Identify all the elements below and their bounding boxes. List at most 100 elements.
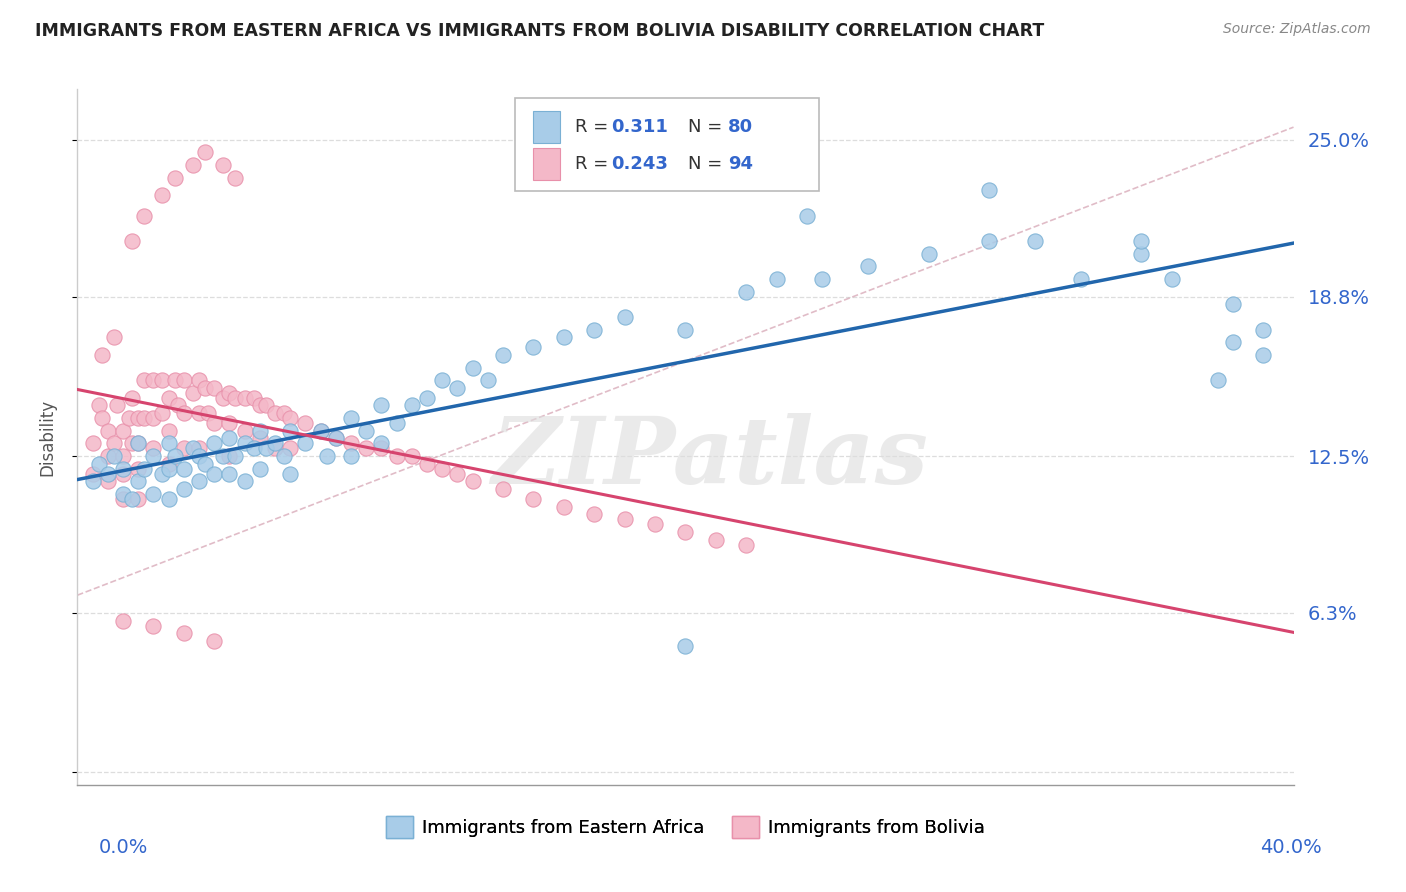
Point xyxy=(202,381,225,395)
Text: 80: 80 xyxy=(728,118,754,136)
Point xyxy=(97,424,120,438)
Point xyxy=(181,385,204,400)
Point xyxy=(273,406,295,420)
Point xyxy=(103,449,125,463)
Point xyxy=(401,399,423,413)
Point xyxy=(202,633,225,648)
Point xyxy=(212,449,235,463)
Point xyxy=(613,512,636,526)
Point xyxy=(127,491,149,506)
Point xyxy=(370,399,392,413)
Y-axis label: Disability: Disability xyxy=(38,399,56,475)
Point xyxy=(103,330,125,344)
Point xyxy=(111,424,134,438)
Point xyxy=(105,399,128,413)
Point xyxy=(127,475,149,489)
Point xyxy=(152,406,174,420)
Point xyxy=(202,436,225,450)
Point xyxy=(242,391,264,405)
Point xyxy=(127,436,149,450)
Point xyxy=(233,475,256,489)
Point xyxy=(796,209,818,223)
Point xyxy=(82,475,104,489)
Point xyxy=(264,442,287,456)
Point xyxy=(613,310,636,324)
Text: R =: R = xyxy=(575,118,614,136)
Point xyxy=(97,467,120,481)
Point xyxy=(152,467,174,481)
Point xyxy=(309,424,332,438)
Point xyxy=(152,373,174,387)
Point xyxy=(249,461,271,475)
Point xyxy=(340,436,363,450)
Point xyxy=(173,482,195,496)
Point xyxy=(340,449,363,463)
Text: 40.0%: 40.0% xyxy=(1260,838,1322,857)
Point xyxy=(166,399,188,413)
Point xyxy=(249,431,271,445)
Point xyxy=(1070,272,1092,286)
Point xyxy=(181,158,204,172)
Point xyxy=(675,322,697,336)
Point xyxy=(249,424,271,438)
Point xyxy=(142,411,165,425)
Point xyxy=(111,467,134,481)
Point xyxy=(181,442,204,456)
Point xyxy=(446,381,468,395)
Point xyxy=(157,391,180,405)
Point xyxy=(979,183,1001,197)
Point xyxy=(97,475,120,489)
Point xyxy=(370,436,392,450)
Text: R =: R = xyxy=(575,155,614,173)
Text: N =: N = xyxy=(688,118,728,136)
Point xyxy=(553,330,575,344)
Point xyxy=(254,442,277,456)
Point xyxy=(224,170,246,185)
Point xyxy=(163,373,186,387)
Text: N =: N = xyxy=(688,155,728,173)
Text: IMMIGRANTS FROM EASTERN AFRICA VS IMMIGRANTS FROM BOLIVIA DISABILITY CORRELATION: IMMIGRANTS FROM EASTERN AFRICA VS IMMIGR… xyxy=(35,22,1045,40)
Point xyxy=(118,411,141,425)
Point xyxy=(134,373,156,387)
Point xyxy=(218,416,240,430)
Point xyxy=(142,618,165,632)
Point xyxy=(249,399,271,413)
Point xyxy=(401,449,423,463)
Point xyxy=(111,461,134,475)
Point xyxy=(385,416,408,430)
Point xyxy=(197,406,219,420)
Text: 0.311: 0.311 xyxy=(612,118,668,136)
Point xyxy=(461,475,484,489)
Point xyxy=(264,406,287,420)
Point xyxy=(111,487,134,501)
Point xyxy=(278,442,301,456)
Point xyxy=(325,431,347,445)
Point xyxy=(1251,322,1274,336)
Text: 94: 94 xyxy=(728,155,754,173)
Point xyxy=(461,360,484,375)
Point xyxy=(430,461,453,475)
Point xyxy=(294,436,316,450)
Point xyxy=(173,442,195,456)
Point xyxy=(583,508,606,522)
Point xyxy=(127,436,149,450)
Point xyxy=(492,348,515,362)
Point xyxy=(704,533,727,547)
Point xyxy=(278,467,301,481)
Point xyxy=(173,461,195,475)
Point xyxy=(325,431,347,445)
Point xyxy=(224,449,246,463)
Point xyxy=(90,411,112,425)
Point xyxy=(121,234,143,248)
Point xyxy=(111,614,134,628)
Point xyxy=(218,467,240,481)
Point xyxy=(218,449,240,463)
Point xyxy=(315,449,337,463)
Point xyxy=(224,391,246,405)
Point xyxy=(354,424,377,438)
Point xyxy=(218,385,240,400)
Point xyxy=(811,272,834,286)
Text: 0.243: 0.243 xyxy=(612,155,668,173)
Point xyxy=(134,209,156,223)
Point xyxy=(82,436,104,450)
